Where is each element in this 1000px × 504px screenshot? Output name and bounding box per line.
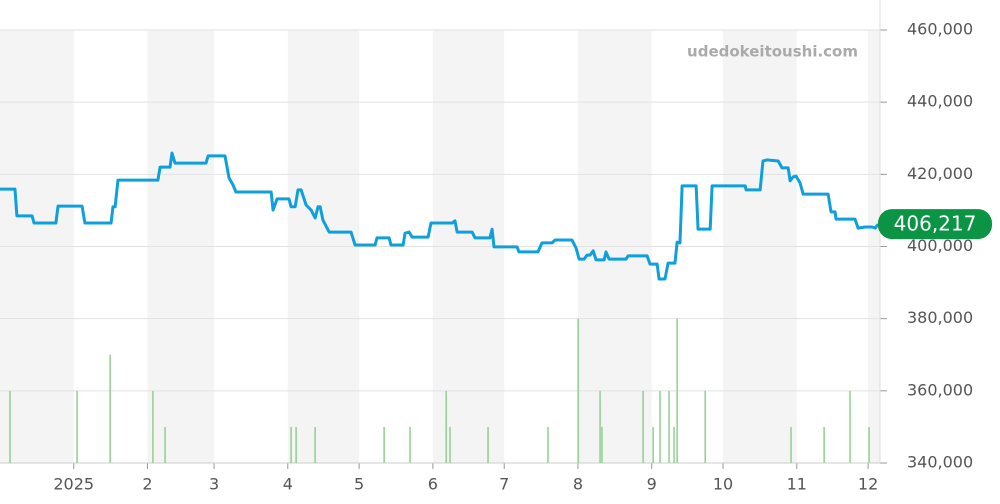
y-tick-label: 340,000 — [907, 453, 973, 472]
y-tick-label: 420,000 — [907, 164, 973, 183]
y-tick-label: 440,000 — [907, 92, 973, 111]
x-tick-label: 2 — [142, 475, 152, 494]
x-tick-label: 6 — [428, 475, 438, 494]
current-value-label: 406,217 — [894, 212, 977, 236]
x-tick-label: 9 — [647, 475, 657, 494]
x-tick-label: 12 — [858, 475, 878, 494]
x-tick-label: 10 — [713, 475, 733, 494]
y-tick-label: 360,000 — [907, 380, 973, 399]
current-value-badge — [878, 209, 992, 240]
y-tick-label: 380,000 — [907, 308, 973, 327]
y-tick-label: 460,000 — [907, 20, 973, 39]
x-tick-label: 8 — [573, 475, 583, 494]
grid-layer: 340,000 360,000 380,000 400,000 420,000 440,0… — [0, 0, 973, 494]
x-tick-label: 11 — [787, 475, 807, 494]
x-tick-label: 5 — [354, 475, 364, 494]
x-tick-label: 3 — [209, 475, 219, 494]
x-tick-label: 4 — [283, 475, 293, 494]
price-line — [0, 151, 880, 281]
mark-layer — [0, 151, 880, 463]
watermark: udedokeitoushi.com — [687, 43, 858, 61]
x-tick-label: 2025 — [53, 475, 94, 494]
y-tick-label: 400,000 — [907, 236, 973, 255]
x-tick-label: 7 — [499, 475, 509, 494]
